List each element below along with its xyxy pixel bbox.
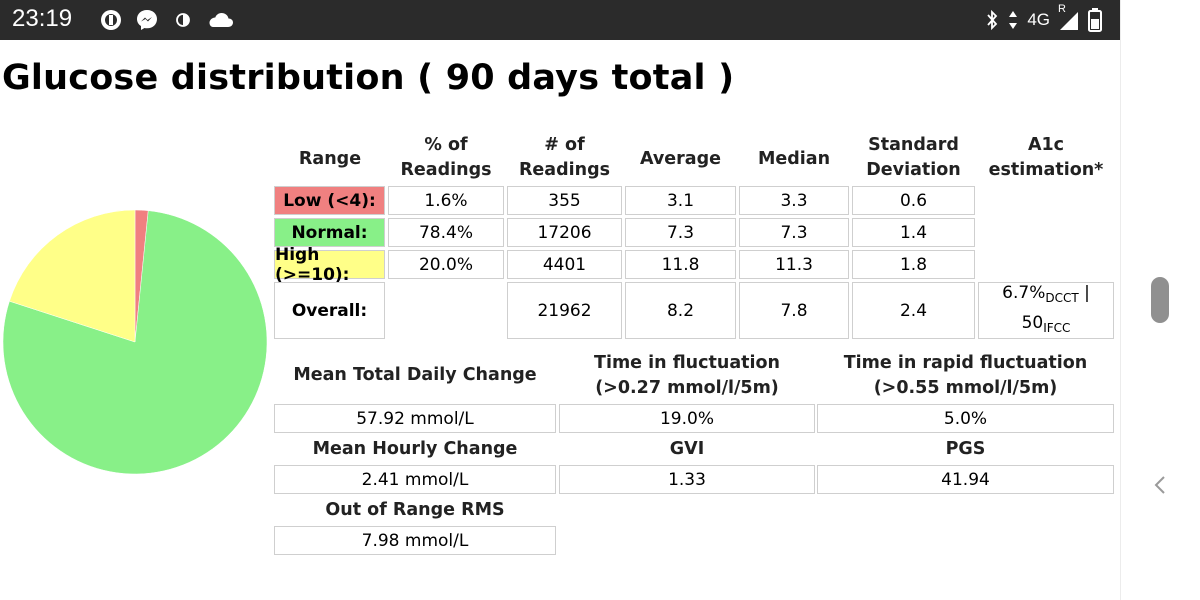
time-fluct-line2: (>0.27 mmol/l/5m) <box>595 378 779 398</box>
value-pgs: 41.94 <box>817 465 1114 494</box>
status-time: 23:19 <box>12 5 73 32</box>
header-a1c-estimation: A1c estimation* <box>978 132 1114 184</box>
header-sd-line2: Deviation <box>866 160 961 180</box>
value-gvi: 1.33 <box>559 465 815 494</box>
high-median: 11.3 <box>739 250 849 279</box>
normal-median: 7.3 <box>739 218 849 247</box>
label-pgs: PGS <box>945 438 986 459</box>
header-a1c-line1: A1c <box>1027 135 1065 155</box>
a1c-separator: | <box>1078 282 1090 303</box>
label-mean-hourly-change: Mean Hourly Change <box>312 438 518 459</box>
pie-slice-normal <box>2 210 268 475</box>
chevron-left-icon[interactable] <box>1150 474 1170 496</box>
low-sd: 0.6 <box>852 186 975 215</box>
bluetooth-icon <box>987 9 998 31</box>
high-average: 11.8 <box>625 250 736 279</box>
normal-pct: 78.4% <box>388 218 504 247</box>
glucose-pie-chart <box>2 209 268 475</box>
roaming-indicator: R <box>1058 3 1066 15</box>
overall-average: 8.2 <box>625 282 736 339</box>
high-pct: 20.0% <box>388 250 504 279</box>
value-mean-hourly-change: 2.41 mmol/L <box>274 465 556 494</box>
overall-count: 21962 <box>507 282 622 339</box>
header-count-line2: Readings <box>518 160 611 180</box>
overall-median: 7.8 <box>739 282 849 339</box>
value-out-of-range-rms: 7.98 mmol/L <box>274 526 556 555</box>
header-range: Range <box>298 148 362 169</box>
value-mean-total-daily-change: 57.92 mmol/L <box>274 404 556 433</box>
label-mean-total-daily-change: Mean Total Daily Change <box>293 364 537 385</box>
label-out-of-range-rms: Out of Range RMS <box>325 499 505 520</box>
range-label-normal: Normal: <box>274 218 385 247</box>
high-sd: 1.8 <box>852 250 975 279</box>
low-median: 3.3 <box>739 186 849 215</box>
battery-icon <box>1088 8 1102 32</box>
page-title: Glucose distribution ( 90 days total ) <box>2 58 735 98</box>
low-average: 3.1 <box>625 186 736 215</box>
messenger-icon <box>137 10 157 30</box>
high-count: 4401 <box>507 250 622 279</box>
header-sd-line1: Standard <box>868 135 959 155</box>
normal-count: 17206 <box>507 218 622 247</box>
contrast-icon <box>176 13 190 27</box>
a1c-ifcc-unit: IFCC <box>1043 320 1071 335</box>
header-pct-readings: % of Readings <box>388 132 504 184</box>
value-time-in-rapid-fluctuation: 5.0% <box>817 404 1114 433</box>
overall-a1c-estimation: 6.7%DCCT | 50IFCC <box>978 282 1114 339</box>
pie-slice-high <box>9 209 136 343</box>
label-gvi: GVI <box>669 438 705 459</box>
data-arrows-icon <box>1009 11 1018 29</box>
header-median: Median <box>757 148 831 169</box>
a1c-dcct-value: 6.7% <box>1002 282 1046 303</box>
header-count-readings: # of Readings <box>507 132 622 184</box>
header-a1c-line2: estimation* <box>988 160 1104 180</box>
label-time-in-fluctuation: Time in fluctuation (>0.27 mmol/l/5m) <box>559 350 815 402</box>
scrollbar-thumb[interactable] <box>1151 277 1169 323</box>
cloud-icon <box>209 13 233 27</box>
status-bar: 23:19 4G R <box>0 0 1120 40</box>
rapid-fluct-line1: Time in rapid fluctuation <box>843 353 1088 373</box>
low-count: 355 <box>507 186 622 215</box>
label-time-in-rapid-fluctuation: Time in rapid fluctuation (>0.55 mmol/l/… <box>817 350 1114 402</box>
normal-average: 7.3 <box>625 218 736 247</box>
header-count-line1: # of <box>544 135 585 155</box>
header-pct-line1: % of <box>424 135 468 155</box>
low-pct: 1.6% <box>388 186 504 215</box>
header-average: Average <box>639 148 722 169</box>
time-fluct-line1: Time in fluctuation <box>594 353 780 373</box>
status-right-group: 4G R <box>985 3 1102 32</box>
rapid-fluct-line2: (>0.55 mmol/l/5m) <box>873 378 1058 398</box>
normal-sd: 1.4 <box>852 218 975 247</box>
range-label-low: Low (<4): <box>274 186 385 215</box>
opera-icon <box>101 10 121 30</box>
value-time-in-fluctuation: 19.0% <box>559 404 815 433</box>
a1c-ifcc-line: 50IFCC <box>1022 311 1071 341</box>
a1c-dcct-unit: DCCT <box>1045 290 1079 305</box>
range-label-high: High (>=10): <box>274 245 385 285</box>
signal-icon: R <box>1058 3 1080 31</box>
header-std-deviation: Standard Deviation <box>852 132 975 184</box>
range-label-overall: Overall: <box>274 282 385 339</box>
header-pct-line2: Readings <box>400 160 492 180</box>
a1c-ifcc-value: 50 <box>1021 312 1044 333</box>
a1c-dcct-line: 6.7%DCCT | <box>1002 281 1090 311</box>
network-type: 4G <box>1027 10 1050 29</box>
overall-sd: 2.4 <box>852 282 975 339</box>
